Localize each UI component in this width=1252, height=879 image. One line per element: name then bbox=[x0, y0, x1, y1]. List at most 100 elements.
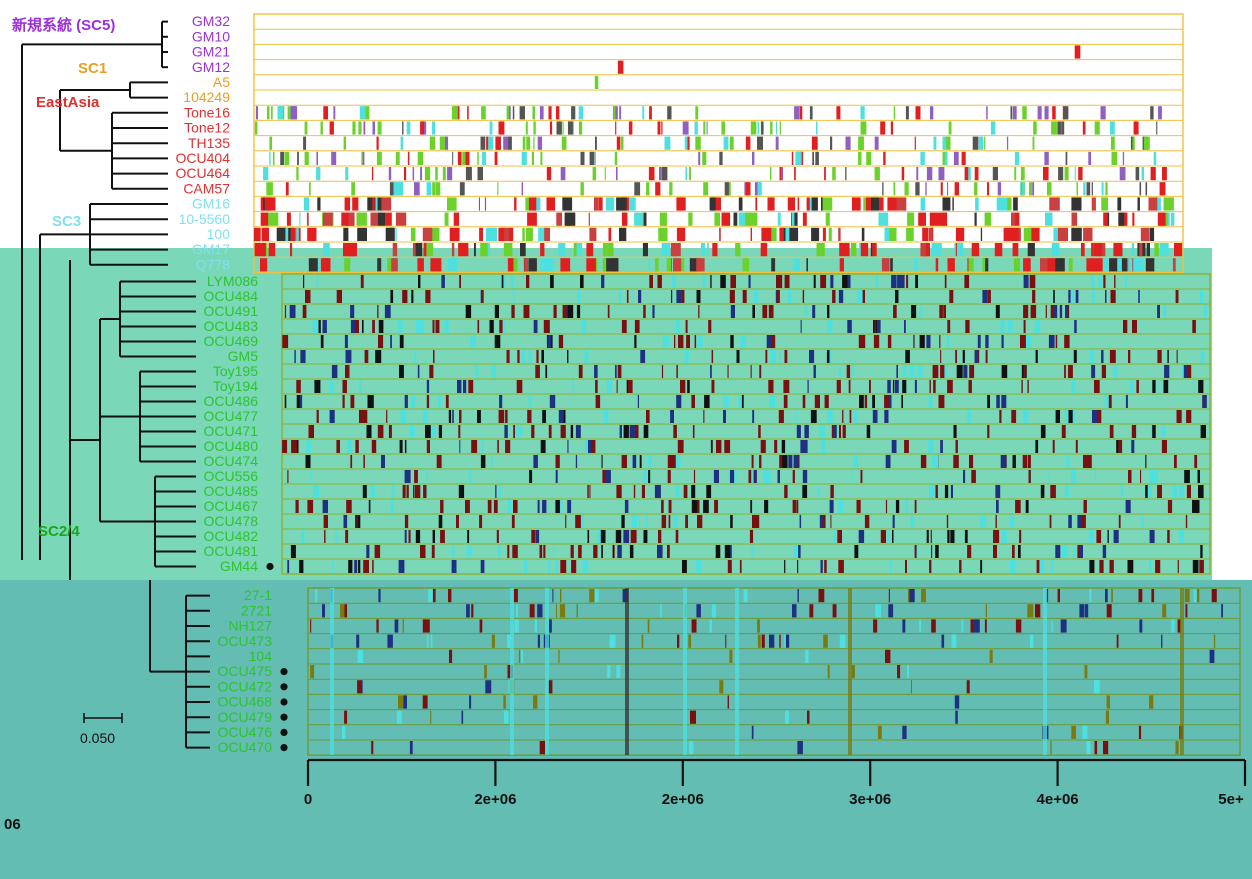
variant-mark bbox=[1186, 365, 1192, 378]
marker-dot bbox=[280, 713, 288, 721]
variant-mark bbox=[883, 151, 886, 165]
variant-mark bbox=[638, 290, 642, 303]
variant-mark bbox=[709, 619, 712, 633]
variant-mark bbox=[1164, 365, 1170, 378]
variant-mark bbox=[575, 455, 578, 468]
variant-mark bbox=[560, 560, 567, 573]
variant-mark bbox=[400, 410, 407, 423]
variant-mark bbox=[915, 275, 918, 288]
variant-mark bbox=[832, 167, 836, 181]
variant-mark bbox=[859, 395, 864, 408]
variant-mark bbox=[362, 485, 367, 498]
variant-mark bbox=[396, 710, 402, 724]
variant-mark bbox=[946, 335, 950, 348]
variant-mark bbox=[1143, 136, 1150, 150]
variant-mark bbox=[1105, 290, 1107, 303]
variant-mark bbox=[984, 619, 987, 633]
variant-mark bbox=[456, 515, 459, 528]
variant-mark bbox=[356, 515, 358, 528]
variant-mark bbox=[548, 106, 552, 120]
variant-mark bbox=[408, 530, 411, 543]
variant-mark bbox=[513, 589, 518, 603]
variant-mark bbox=[869, 380, 871, 393]
variant-mark bbox=[631, 515, 637, 528]
variant-mark bbox=[350, 305, 355, 318]
variant-mark bbox=[329, 410, 335, 423]
variant-mark bbox=[955, 350, 957, 363]
variant-mark bbox=[964, 530, 968, 543]
variant-mark bbox=[851, 243, 857, 257]
variant-mark bbox=[967, 545, 972, 558]
variant-mark bbox=[649, 275, 653, 288]
variant-mark bbox=[648, 470, 651, 483]
variant-mark bbox=[858, 335, 864, 348]
variant-mark bbox=[322, 604, 325, 618]
variant-mark bbox=[827, 320, 833, 333]
variant-mark bbox=[739, 560, 742, 573]
strain-label: TH135 bbox=[188, 135, 230, 151]
variant-mark bbox=[516, 425, 523, 438]
variant-mark bbox=[1034, 320, 1038, 333]
variant-mark bbox=[481, 440, 484, 453]
variant-mark bbox=[463, 380, 467, 393]
variant-mark bbox=[1088, 151, 1092, 165]
variant-mark bbox=[902, 380, 907, 393]
variant-mark bbox=[366, 425, 372, 438]
variant-mark bbox=[546, 197, 550, 211]
variant-mark bbox=[501, 275, 504, 288]
variant-mark bbox=[553, 545, 555, 558]
variant-mark bbox=[359, 410, 364, 423]
variant-mark bbox=[434, 227, 440, 241]
variant-mark bbox=[768, 305, 774, 318]
variant-mark bbox=[268, 212, 279, 226]
variant-mark bbox=[498, 545, 501, 558]
variant-mark bbox=[813, 275, 816, 288]
variant-mark bbox=[414, 350, 417, 363]
variant-mark bbox=[846, 365, 851, 378]
variant-mark bbox=[1091, 365, 1096, 378]
variant-mark bbox=[1159, 182, 1166, 196]
variant-mark bbox=[813, 365, 816, 378]
variant-mark bbox=[372, 320, 375, 333]
variant-mark bbox=[1020, 182, 1023, 196]
variant-mark bbox=[1079, 545, 1083, 558]
variant-mark bbox=[553, 305, 557, 318]
variant-mark bbox=[598, 197, 603, 211]
variant-mark bbox=[676, 395, 682, 408]
variant-mark bbox=[451, 243, 455, 257]
variant-mark bbox=[435, 167, 438, 181]
variant-mark bbox=[779, 121, 781, 135]
variant-mark bbox=[935, 545, 939, 558]
variant-mark bbox=[489, 121, 493, 135]
variant-mark bbox=[940, 440, 943, 453]
variant-mark bbox=[1138, 589, 1143, 603]
variant-mark bbox=[1076, 182, 1078, 196]
variant-mark bbox=[507, 500, 511, 513]
variant-mark bbox=[643, 425, 649, 438]
variant-mark bbox=[381, 455, 385, 468]
variant-mark bbox=[429, 136, 436, 150]
variant-mark bbox=[823, 634, 828, 648]
variant-mark bbox=[422, 410, 428, 423]
variant-mark bbox=[769, 395, 775, 408]
variant-mark bbox=[987, 395, 990, 408]
variant-mark bbox=[766, 335, 772, 348]
variant-marks bbox=[254, 45, 1223, 755]
variant-mark bbox=[377, 212, 386, 226]
variant-mark bbox=[948, 121, 952, 135]
variant-mark bbox=[1095, 410, 1102, 423]
variant-mark bbox=[539, 741, 545, 755]
strain-label: A5 bbox=[213, 74, 230, 90]
variant-mark bbox=[933, 485, 938, 498]
variant-mark bbox=[299, 212, 301, 226]
variant-mark bbox=[1128, 350, 1131, 363]
variant-mark bbox=[1152, 425, 1156, 438]
variant-mark bbox=[724, 545, 731, 558]
variant-mark bbox=[760, 121, 764, 135]
variant-mark bbox=[267, 106, 270, 120]
variant-mark bbox=[580, 275, 584, 288]
variant-mark bbox=[407, 151, 410, 165]
variant-mark bbox=[632, 455, 637, 468]
variant-mark bbox=[832, 604, 837, 618]
variant-mark bbox=[796, 425, 801, 438]
